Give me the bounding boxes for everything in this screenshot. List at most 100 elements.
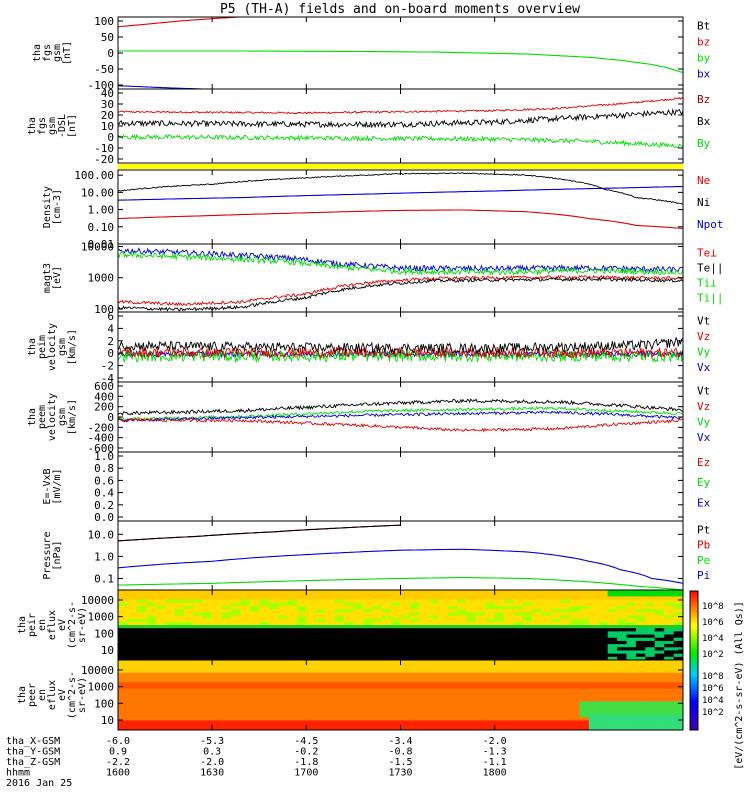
series-bz [118, 17, 244, 28]
heatmap-cell [485, 720, 496, 725]
heatmap-cell [645, 618, 656, 623]
heatmap-cell [522, 631, 533, 636]
heatmap-cell [447, 704, 458, 709]
heatmap-cell [635, 590, 646, 594]
heatmap-cell [278, 647, 289, 652]
heatmap-cell [231, 618, 242, 623]
heatmap-cell [551, 688, 562, 693]
y-axis-label: Density [42, 186, 53, 228]
heatmap-cell [598, 640, 609, 645]
heatmap-cell [240, 656, 251, 660]
heatmap-cell [146, 590, 157, 594]
heatmap-cell [306, 714, 317, 718]
heatmap-cell [306, 698, 317, 702]
heatmap-cell [231, 720, 242, 725]
heatmap-cell [475, 688, 486, 693]
heatmap-cell [635, 602, 646, 607]
heatmap-cell [391, 647, 402, 652]
y-tick-label: -20 [94, 153, 114, 166]
heatmap-cell [268, 704, 279, 709]
heatmap-cell [249, 698, 260, 702]
x-tick-label: -0.2 [294, 747, 318, 758]
heatmap-cell [570, 695, 581, 699]
heatmap-cell [334, 679, 345, 683]
heatmap-cell [362, 707, 373, 712]
heatmap-cell [494, 669, 505, 674]
heatmap-cell [268, 590, 279, 594]
heatmap-cell [381, 695, 392, 699]
heatmap-cell [193, 625, 204, 629]
heatmap-cell [296, 660, 307, 664]
heatmap-cell [419, 666, 430, 671]
heatmap-cell [654, 723, 665, 728]
heatmap-cell [513, 644, 524, 648]
heatmap-cell [212, 640, 223, 645]
heatmap-cell [278, 653, 289, 658]
heatmap-cell [560, 599, 571, 604]
heatmap-cell [560, 615, 571, 620]
heatmap-cell [268, 675, 279, 680]
colorbar-tick-label: 10^4 [702, 696, 724, 706]
heatmap-cell [296, 672, 307, 677]
heatmap-cell [598, 666, 609, 671]
heatmap-cell [419, 618, 430, 623]
heatmap-cell [259, 615, 270, 620]
heatmap-cell [146, 666, 157, 671]
heatmap-cell [494, 704, 505, 709]
heatmap-cell [475, 637, 486, 642]
y-tick-label: -600 [88, 442, 115, 455]
heatmap-cell [626, 695, 637, 699]
heatmap-cell [522, 688, 533, 693]
heatmap-cell [626, 723, 637, 728]
heatmap-cell [664, 669, 675, 674]
heatmap-cell [249, 710, 260, 715]
heatmap-cell [193, 656, 204, 660]
heatmap-cell [212, 675, 223, 680]
heatmap-cell [466, 650, 477, 655]
heatmap-cell [381, 691, 392, 696]
heatmap-cell [419, 707, 430, 712]
heatmap-cell [541, 656, 552, 660]
heatmap-cell [428, 602, 439, 607]
heatmap-cell [635, 710, 646, 715]
y-tick-label: 10000 [81, 240, 114, 253]
heatmap-cell [362, 605, 373, 610]
heatmap-cell [202, 685, 213, 690]
heatmap-cell [617, 605, 628, 610]
y-axis-label: magt3 [42, 263, 53, 293]
heatmap-cell [259, 621, 270, 626]
heatmap-cell [588, 717, 599, 722]
heatmap-cell [626, 682, 637, 687]
heatmap-cell [202, 640, 213, 645]
heatmap-cell [664, 628, 675, 632]
x-tick-label: 1600 [106, 768, 130, 779]
heatmap-cell [353, 688, 364, 693]
heatmap-cell [231, 663, 242, 667]
heatmap-cell [146, 685, 157, 690]
heatmap-cell [494, 720, 505, 725]
heatmap-cell [494, 660, 505, 664]
heatmap-cell [306, 682, 317, 687]
heatmap-cell [146, 650, 157, 655]
heatmap-cell [438, 593, 449, 597]
heatmap-cell [635, 714, 646, 718]
heatmap-cell [268, 717, 279, 722]
heatmap-cell [296, 599, 307, 604]
x-tick-label: -2.0 [483, 736, 507, 747]
heatmap-cell [551, 704, 562, 709]
heatmap-cell [419, 631, 430, 636]
heatmap-cell [278, 656, 289, 660]
y-tick-label: 1000 [88, 681, 115, 694]
heatmap-cell [626, 672, 637, 677]
heatmap-cell [466, 602, 477, 607]
heatmap-cell [381, 634, 392, 639]
heatmap-cell [560, 685, 571, 690]
heatmap-cell [532, 631, 543, 636]
heatmap-cell [306, 644, 317, 648]
heatmap-cell [183, 672, 194, 677]
heatmap-cell [372, 599, 383, 604]
heatmap-cell [475, 625, 486, 629]
heatmap-cell [419, 672, 430, 677]
heatmap-cell [607, 656, 618, 660]
heatmap-cell [127, 593, 138, 597]
